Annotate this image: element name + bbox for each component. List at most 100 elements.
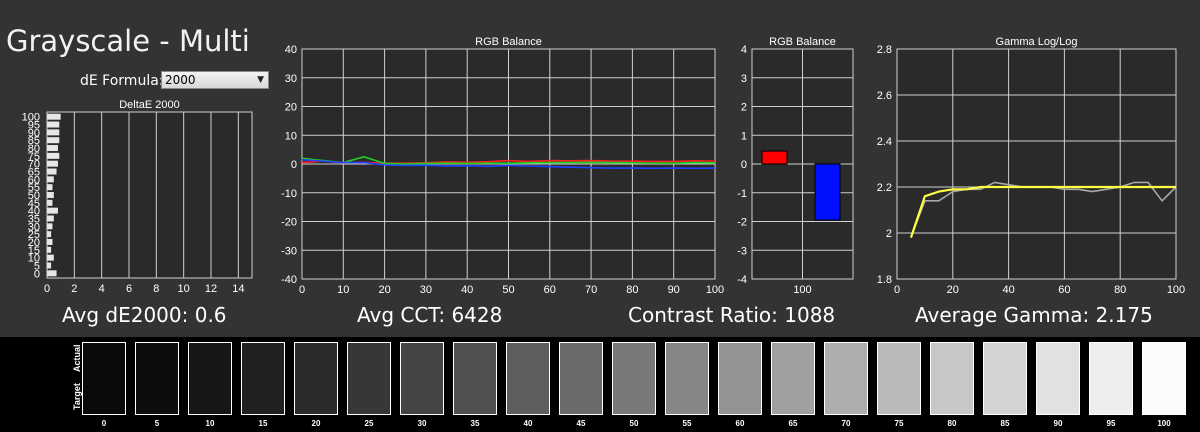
rgb-bar-y-tick-label: 0 xyxy=(741,159,747,171)
swatch xyxy=(930,342,974,415)
deltae-bar xyxy=(47,184,53,191)
rgb-line-series xyxy=(301,155,716,165)
deltae-y-tick-label: 45 xyxy=(28,198,40,210)
swatch-level-label: 10 xyxy=(205,419,215,428)
avg-gamma-stat: Average Gamma: 2.175 xyxy=(915,303,1153,327)
rgb-bar-y-tick-label: 1 xyxy=(741,130,747,142)
rgb-line-y-tick-label: 30 xyxy=(285,73,297,85)
deltae-bar xyxy=(47,254,54,261)
deltae-y-tick-label: 0 xyxy=(34,268,40,280)
deltae-bar xyxy=(47,231,52,238)
swatch xyxy=(718,342,762,415)
deltae-y-tick-label: 65 xyxy=(28,167,40,179)
deltae-bar xyxy=(47,223,53,230)
deltae-bar xyxy=(47,168,57,175)
deltae-y-tick-label: 85 xyxy=(28,135,40,147)
deltae-chart-title: DeltaE 2000 xyxy=(119,99,180,111)
rgb-line-y-tick-label: -20 xyxy=(281,217,297,229)
deltae-bar xyxy=(47,207,58,214)
rgb-bar-y-tick-label: -3 xyxy=(737,245,747,257)
formula-select[interactable]: 2000 ▼ xyxy=(161,71,269,89)
deltae-x-tick-label: 14 xyxy=(232,283,244,295)
rgb-line-y-tick-label: -40 xyxy=(281,274,297,286)
swatch xyxy=(188,342,232,415)
rgb-line-x-tick-label: 20 xyxy=(378,284,390,296)
swatch xyxy=(983,342,1027,415)
deltae-y-tick-label: 80 xyxy=(28,143,40,155)
avg-cct-stat: Avg CCT: 6428 xyxy=(357,303,503,327)
swatch xyxy=(453,342,497,415)
deltae-y-tick-label: 75 xyxy=(28,151,40,163)
rgb-line-chart-title: RGB Balance xyxy=(475,36,542,48)
gamma-y-tick-label: 2.6 xyxy=(877,90,892,102)
swatch xyxy=(400,342,444,415)
rgb-bar-chart-title: RGB Balance xyxy=(769,36,836,48)
deltae-y-tick-label: 20 xyxy=(28,237,40,249)
deltae-y-tick-label: 70 xyxy=(28,159,40,171)
swatch-level-label: 80 xyxy=(947,419,957,428)
deltae-bar xyxy=(47,152,60,159)
swatch xyxy=(241,342,285,415)
swatch xyxy=(612,342,656,415)
rgb-bar-y-tick-label: 2 xyxy=(741,102,747,114)
rgb-bar-y-tick-label: -1 xyxy=(737,188,747,200)
swatch xyxy=(506,342,550,415)
gamma-plot-area xyxy=(896,48,1177,280)
swatch-level-label: 30 xyxy=(417,419,427,428)
deltae-x-tick-label: 10 xyxy=(178,283,190,295)
deltae-bar xyxy=(47,270,57,277)
rgb-line-x-tick-label: 60 xyxy=(544,284,556,296)
gamma-y-tick-label: 2.8 xyxy=(877,44,892,56)
deltae-x-tick-label: 0 xyxy=(44,283,50,295)
rgb-line-y-tick-label: 10 xyxy=(285,130,297,142)
swatch-level-label: 0 xyxy=(101,419,107,428)
gamma-x-tick-label: 100 xyxy=(1167,284,1185,296)
rgb-line-series xyxy=(301,158,716,170)
swatch-level-label: 50 xyxy=(629,419,639,428)
swatch xyxy=(1089,342,1133,415)
formula-value: 2000 xyxy=(165,73,196,87)
gamma-x-tick-label: 20 xyxy=(947,284,959,296)
rgb-bar-x-tick-label: 100 xyxy=(793,284,811,296)
deltae-bar xyxy=(47,137,60,144)
rgb-bar-y-tick-label: 4 xyxy=(741,44,747,56)
rgb-line-x-tick-label: 0 xyxy=(299,284,305,296)
gamma-x-tick-label: 0 xyxy=(894,284,900,296)
rgb-bar-y-tick-label: 3 xyxy=(741,73,747,85)
swatch-level-label: 70 xyxy=(841,419,851,428)
rgb-line-x-tick-label: 50 xyxy=(502,284,514,296)
deltae-y-tick-label: 55 xyxy=(28,182,40,194)
avg-de-stat: Avg dE2000: 0.6 xyxy=(62,303,227,327)
rgb-bar-y-tick-label: -4 xyxy=(737,274,747,286)
formula-label: dE Formula: xyxy=(80,73,164,89)
rgb-bar-y-tick-label: -2 xyxy=(737,217,747,229)
deltae-bar xyxy=(47,262,52,269)
deltae-y-tick-label: 100 xyxy=(22,112,40,124)
deltae-bar xyxy=(47,121,60,128)
swatch xyxy=(771,342,815,415)
gamma-chart-title: Gamma Log/Log xyxy=(996,36,1078,48)
rgb-line-x-tick-label: 10 xyxy=(337,284,349,296)
swatch-level-label: 40 xyxy=(523,419,533,428)
deltae-y-tick-label: 35 xyxy=(28,213,40,225)
swatch-level-label: 75 xyxy=(894,419,904,428)
rgb-line-x-tick-label: 100 xyxy=(706,284,724,296)
swatch-level-label: 5 xyxy=(154,419,160,428)
swatch-level-label: 25 xyxy=(364,419,374,428)
deltae-y-tick-label: 40 xyxy=(28,206,40,218)
swatch xyxy=(1142,342,1186,415)
gamma-y-tick-label: 2 xyxy=(886,228,892,240)
deltae-y-tick-label: 90 xyxy=(28,127,40,139)
swatch-label-target: Target xyxy=(72,383,82,410)
swatch-level-label: 15 xyxy=(258,419,268,428)
deltae-x-tick-label: 8 xyxy=(153,283,159,295)
chevron-down-icon[interactable]: ▼ xyxy=(257,75,264,85)
deltae-y-tick-label: 25 xyxy=(28,229,40,241)
swatch-level-label: 85 xyxy=(1000,419,1010,428)
contrast-ratio-stat: Contrast Ratio: 1088 xyxy=(628,303,836,327)
swatch-level-label: 55 xyxy=(682,419,692,428)
rgb-line-x-tick-label: 30 xyxy=(420,284,432,296)
swatch-level-label: 65 xyxy=(788,419,798,428)
swatch-label-actual: Actual xyxy=(72,344,82,372)
swatch xyxy=(824,342,868,415)
